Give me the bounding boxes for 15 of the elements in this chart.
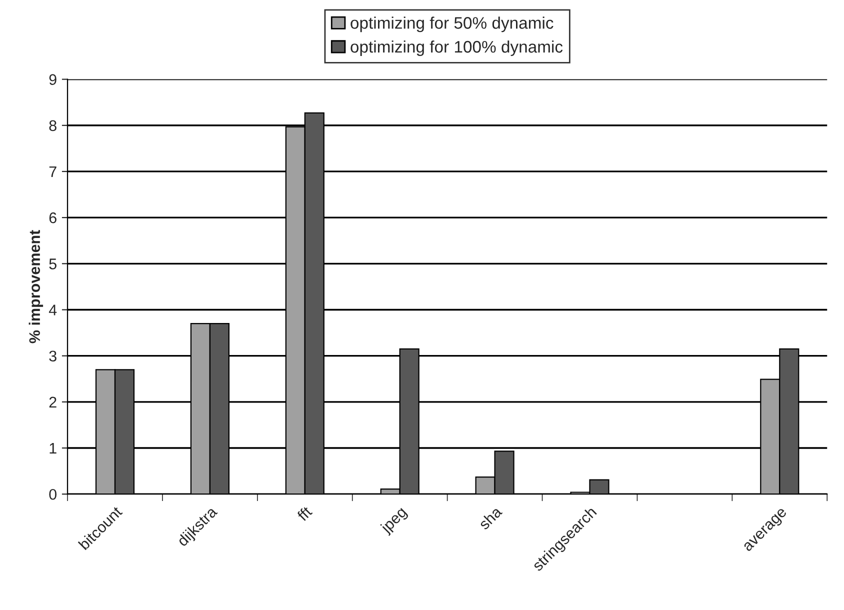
legend-label: optimizing for 100% dynamic xyxy=(350,40,563,56)
x-tick-label: sha xyxy=(478,505,503,530)
legend-label: optimizing for 50% dynamic xyxy=(350,16,554,32)
y-tick-label: 2 xyxy=(49,396,56,408)
y-tick-label: 3 xyxy=(49,350,56,362)
y-tick-label: 7 xyxy=(49,166,56,178)
y-tick-label: 9 xyxy=(49,74,56,85)
x-tick-label: fft xyxy=(296,505,313,522)
y-tick-label: 5 xyxy=(49,258,56,270)
y-axis-title: % improvement xyxy=(28,230,44,344)
y-tick-label: 1 xyxy=(50,443,56,454)
y-tick-label: 8 xyxy=(49,120,56,132)
y-tick-label: 4 xyxy=(48,304,57,316)
y-tick-label: 0 xyxy=(49,488,57,500)
y-tick-label: 6 xyxy=(49,212,56,224)
